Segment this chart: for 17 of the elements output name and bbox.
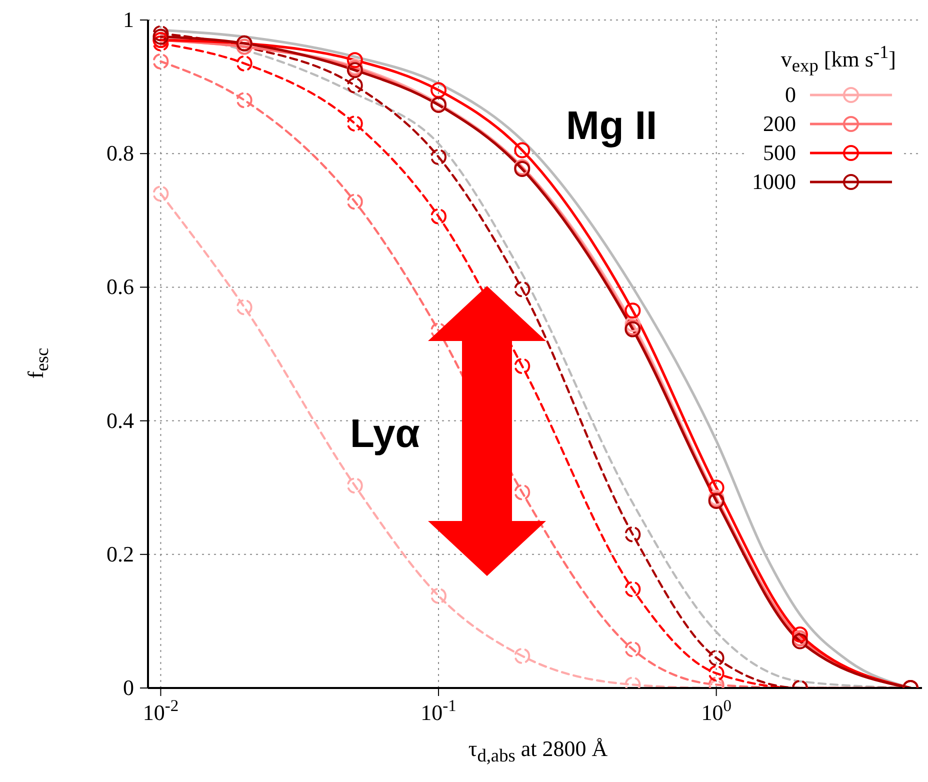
y-tick-label: 0.2 (106, 541, 134, 566)
y-tick-label: 0 (123, 675, 134, 700)
x-axis-title: τ$_{d,abs}$ at 2800 Å (467, 736, 609, 766)
y-tick-label: 0.8 (106, 140, 134, 166)
legend-title: v$_{exp}$ [km s$^{-1}$] (780, 42, 896, 77)
annotation: Lyα (350, 412, 420, 457)
legend-label: 500 (763, 140, 796, 166)
x-tick-label: 10$^{0}$ (701, 696, 732, 725)
x-tick-label: 10$^{-2}$ (142, 696, 179, 725)
y-tick-label: 1 (123, 7, 134, 32)
legend-label: 0 (785, 82, 796, 108)
legend-label: 1000 (752, 169, 796, 196)
x-tick-label: 10$^{-1}$ (420, 696, 456, 725)
y-tick-label: 0.6 (106, 274, 134, 300)
y-tick-label: 0.4 (106, 408, 134, 433)
legend-label: 200 (763, 111, 796, 138)
annotation: Mg II (566, 104, 658, 149)
